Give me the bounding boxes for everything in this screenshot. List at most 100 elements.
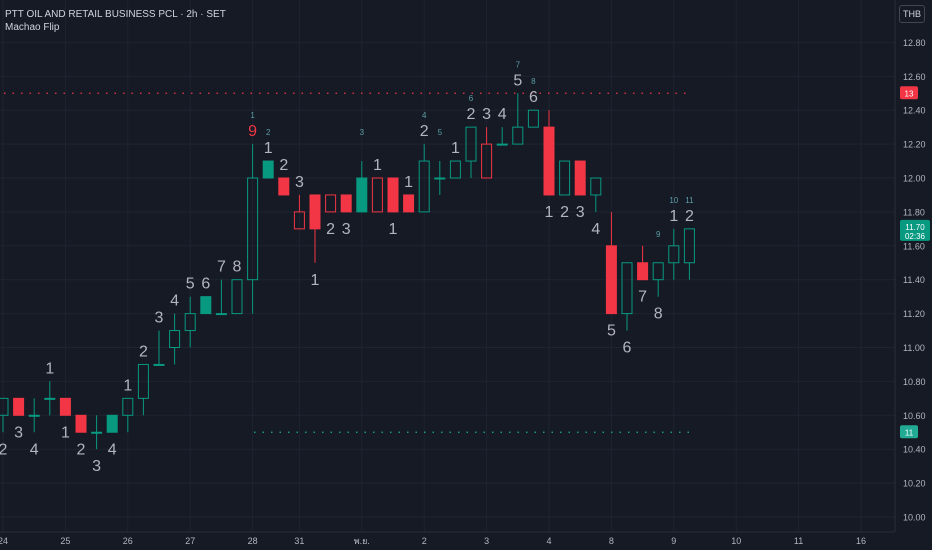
symbol-title: PTT OIL AND RETAIL BUSINESS PCL · 2h · S…: [5, 9, 226, 20]
candle: [449, 160, 461, 179]
count-label: 5: [513, 72, 522, 89]
candle-body: [434, 177, 446, 180]
time-tick-label: 11: [794, 536, 803, 546]
count-label-small: 6: [469, 94, 474, 103]
candle: [309, 194, 321, 263]
count-label-small: 9: [656, 230, 661, 239]
candle: [75, 414, 87, 433]
count-label: 2: [77, 441, 86, 458]
candle-body: [527, 109, 539, 128]
time-tick-label: 3: [484, 536, 489, 546]
count-label-small: 7: [516, 60, 521, 69]
candle-body: [621, 262, 633, 315]
count-label: 1: [451, 140, 460, 157]
candle: [637, 245, 649, 281]
candle: [371, 177, 383, 213]
candle-body: [309, 194, 321, 230]
candle: [122, 397, 134, 433]
count-label: 3: [92, 458, 101, 475]
grid-lines: [0, 0, 895, 532]
candle-body: [559, 160, 571, 196]
count-label: 6: [529, 89, 538, 106]
count-label-small: 5: [438, 128, 443, 137]
candle-body: [153, 363, 165, 366]
candle: [325, 194, 337, 213]
price-tick-label: 10.60: [903, 411, 926, 421]
candle-body: [543, 126, 555, 196]
candle-body: [325, 194, 337, 213]
candle-body: [465, 126, 477, 162]
candle-body: [59, 397, 71, 416]
currency-badge[interactable]: THB: [899, 5, 925, 23]
candle: [28, 398, 40, 433]
candle-body: [91, 431, 103, 434]
candle: [44, 381, 56, 416]
candle: [153, 330, 165, 366]
candle-body: [231, 279, 243, 315]
candle-body: [449, 160, 461, 179]
candle: [278, 177, 290, 196]
time-tick-label: 9: [671, 536, 676, 546]
candle: [527, 109, 539, 128]
count-label: 3: [576, 204, 585, 221]
candle-body: [0, 397, 9, 416]
count-label: 8: [654, 306, 663, 323]
count-label: 3: [155, 310, 164, 327]
count-label: 6: [623, 340, 632, 357]
candle-body: [574, 160, 586, 196]
count-label: 1: [404, 174, 413, 191]
candle-body: [496, 143, 508, 146]
count-label: 1: [373, 157, 382, 174]
count-label: 1: [123, 377, 132, 394]
candle: [621, 262, 633, 331]
candle-body: [200, 296, 212, 315]
candle: [0, 397, 9, 433]
support-badge-bg: [900, 425, 918, 439]
count-label: 1: [669, 208, 678, 225]
time-tick-label: 28: [248, 536, 258, 546]
current-price-value: 11.70: [905, 223, 925, 232]
price-tick-label: 12.40: [903, 106, 926, 116]
count-label: 2: [560, 204, 569, 221]
candle: [465, 126, 477, 178]
candle: [231, 279, 243, 315]
candle: [106, 414, 118, 433]
candle: [481, 127, 493, 179]
resistance-badge-bg: [900, 86, 918, 100]
indicator-name[interactable]: Machao Flip: [5, 22, 60, 33]
candle-body: [683, 228, 695, 264]
candles: [0, 93, 695, 450]
time-tick-label: 2: [422, 536, 427, 546]
count-label: 3: [342, 221, 351, 238]
candle-body: [668, 245, 680, 264]
price-axis-labels: 10.00 10.20 10.40 10.60 10.80 11.00 11.20 11.40…: [903, 38, 926, 523]
candle-body: [44, 397, 56, 400]
count-label: 4: [30, 441, 39, 458]
candle-body: [75, 414, 87, 433]
count-label-small: 11: [685, 196, 694, 205]
price-tick-label: 11.60: [903, 241, 925, 251]
candle: [683, 228, 695, 280]
candle-body: [137, 363, 149, 399]
candle: [184, 296, 196, 348]
candle-body: [418, 160, 430, 213]
count-label: 6: [201, 276, 210, 293]
candle-body: [387, 177, 399, 213]
count-label-small: 10: [669, 196, 678, 205]
count-label-small: 3: [360, 128, 365, 137]
candle: [403, 194, 415, 213]
current-price-countdown: 02:36: [905, 232, 926, 241]
time-tick-label: 16: [856, 536, 866, 546]
price-tick-label: 11.00: [903, 343, 925, 353]
candle-body: [481, 143, 493, 179]
price-tick-label: 11.20: [903, 309, 925, 319]
count-label: 8: [233, 259, 242, 276]
count-label: 1: [264, 140, 273, 157]
resistance-badge: 13: [900, 86, 918, 100]
candle-body: [605, 245, 617, 315]
candle-body: [293, 211, 305, 230]
candle-body: [28, 414, 40, 417]
